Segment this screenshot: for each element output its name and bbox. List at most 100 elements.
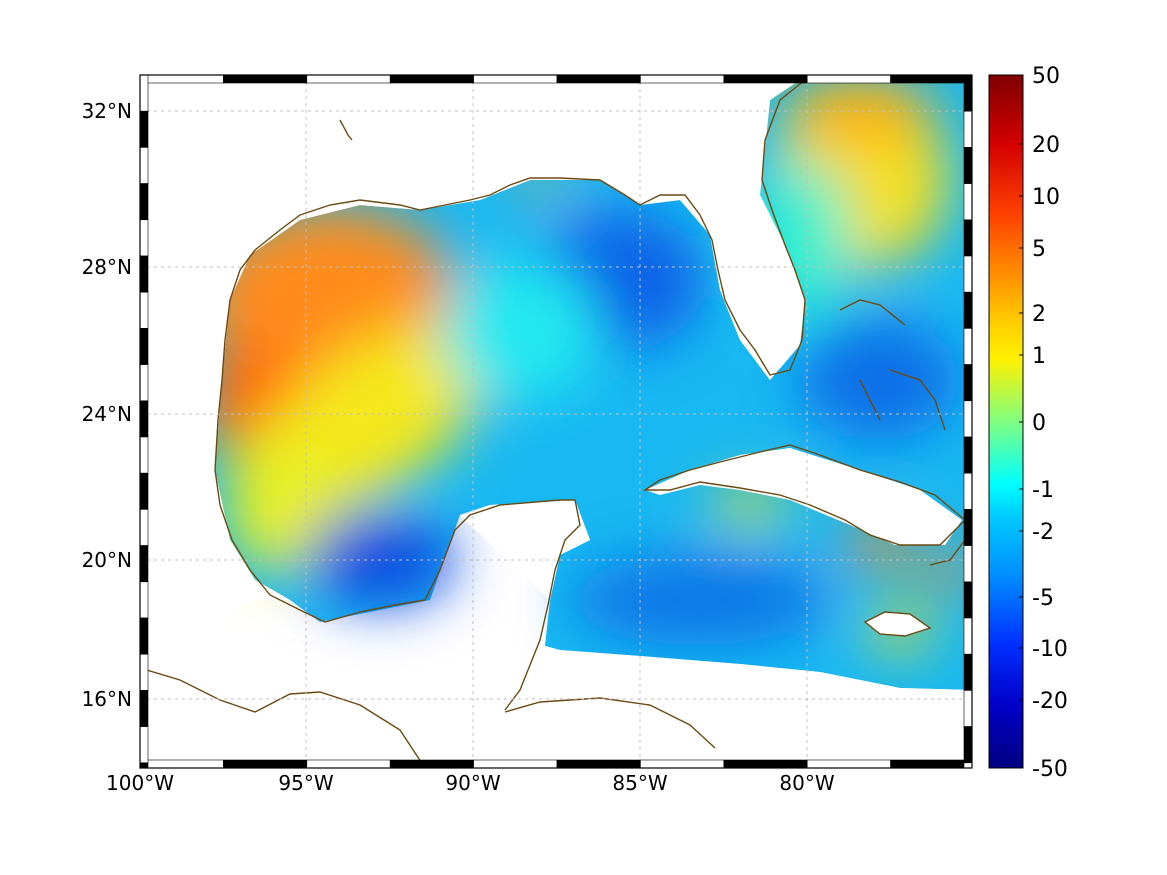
colorbar: 50 20 10 5 2 1 0 -1 -2 -5 -10 -20 -50 <box>988 64 1068 782</box>
frame-left-segment <box>139 581 149 619</box>
frame-bottom-segment <box>890 759 973 769</box>
coast-mexico-west <box>214 469 581 711</box>
frame-right-segment <box>963 219 973 257</box>
frame-top-segment <box>389 74 474 84</box>
coast-central-america <box>140 667 426 768</box>
sea-field <box>140 75 972 768</box>
land-mexico-yucatan <box>140 500 972 768</box>
frame-left-segment <box>139 364 149 402</box>
frame-top-segment <box>139 74 224 84</box>
cb-label-5: 5 <box>1032 237 1046 262</box>
frame-right-segment <box>963 436 973 474</box>
lon-label-90w: 90°W <box>445 771 500 795</box>
cb-label-m5: -5 <box>1032 586 1054 611</box>
cool-zone-bahamas <box>800 320 960 440</box>
frame-left-segment <box>139 291 149 329</box>
frame-top-segment <box>306 74 391 84</box>
frame-right-segment <box>963 147 973 184</box>
lat-label-20n: 20°N <box>82 548 132 572</box>
frame-bottom-segment <box>640 759 725 769</box>
colorbar-gradient <box>988 74 1024 769</box>
coast-us-gulf <box>214 79 806 471</box>
frame-left-segment <box>139 400 149 438</box>
frame-right-segment <box>963 545 973 583</box>
lat-label-32n: 32°N <box>82 99 132 123</box>
frame-left-segment <box>139 436 149 474</box>
lon-label-85w: 85°W <box>612 771 667 795</box>
frame-right-segment <box>963 291 973 329</box>
warm-band-southwest <box>225 425 335 575</box>
frame-right-segment <box>963 183 973 221</box>
coastlines <box>140 79 967 768</box>
colorbar-ticks <box>1019 74 1023 769</box>
cb-label-m50: -50 <box>1032 757 1068 782</box>
frame-right-segment <box>963 110 973 148</box>
coast-bahamas-2 <box>859 379 881 421</box>
frame-right-segment <box>963 472 973 510</box>
cb-label-m2: -2 <box>1032 520 1054 545</box>
lat-tick-labels: 32°N 28°N 24°N 20°N 16°N <box>82 99 132 711</box>
coast-jamaica <box>863 611 932 637</box>
frame-left-segment <box>139 726 149 764</box>
frame-left-segment <box>139 617 149 655</box>
land-cuba <box>645 448 962 545</box>
frame-left-segment <box>139 762 149 769</box>
warm-zone-atlantic-north <box>785 75 935 145</box>
frame-bottom-segment <box>556 759 641 769</box>
frame-bottom-segment <box>139 759 224 769</box>
frame-bottom-segment <box>306 759 391 769</box>
cb-label-m20: -20 <box>1032 689 1068 714</box>
frame-right-segment <box>963 762 973 769</box>
frame-left-segment <box>139 509 149 546</box>
land-mexico-west <box>140 75 972 665</box>
coast-bahamas-1 <box>839 299 906 326</box>
frame-left-segment <box>139 328 149 365</box>
frame-left-segment <box>139 545 149 583</box>
frame-left-segment <box>139 183 149 221</box>
coast-texas-islands <box>339 119 353 141</box>
frame-right-segment <box>963 617 973 655</box>
cb-label-m1: -1 <box>1032 478 1054 503</box>
cyan-zone-central-gulf <box>440 260 600 400</box>
frame-left-segment <box>139 255 149 293</box>
frame-top-segment <box>473 74 558 84</box>
frame-left-segment <box>139 690 149 727</box>
lon-label-80w: 80°W <box>779 771 834 795</box>
lat-label-16n: 16°N <box>82 687 132 711</box>
frame-bottom-segment <box>473 759 558 769</box>
frame-left-segment <box>139 472 149 510</box>
cb-label-20: 20 <box>1032 133 1060 158</box>
cb-label-2: 2 <box>1032 302 1046 327</box>
frame-bottom-segment <box>806 759 891 769</box>
cb-label-50: 50 <box>1032 64 1060 89</box>
coast-honduras <box>504 697 716 749</box>
cb-label-1: 1 <box>1032 344 1046 369</box>
graticule <box>140 75 972 768</box>
frame-bottom-segment <box>389 759 474 769</box>
frame-right-segment <box>963 653 973 691</box>
frame-top-segment <box>806 74 891 84</box>
cb-label-m10: -10 <box>1032 637 1068 662</box>
cool-zone-caribbean <box>570 555 830 645</box>
frame-left-segment <box>139 74 149 112</box>
frame-top-segment <box>556 74 641 84</box>
frame-bottom-segment <box>223 759 308 769</box>
frame-right-segment <box>963 581 973 619</box>
frame-right-segment <box>963 364 973 402</box>
frame-right-segment <box>963 400 973 438</box>
frame-top-segment <box>890 74 973 84</box>
lat-label-28n: 28°N <box>82 255 132 279</box>
frame-left-segment <box>139 653 149 691</box>
land-jamaica <box>865 612 930 636</box>
frame-top-segment <box>223 74 308 84</box>
frame-left-segment <box>139 147 149 184</box>
frame-left-segment <box>139 110 149 148</box>
frame-right-segment <box>963 255 973 293</box>
cb-label-10: 10 <box>1032 185 1060 210</box>
cb-label-0: 0 <box>1032 411 1046 436</box>
frame-right-segment <box>963 74 973 112</box>
coast-hispaniola <box>929 539 966 566</box>
lat-label-24n: 24°N <box>82 402 132 426</box>
frame-right-segment <box>963 509 973 546</box>
